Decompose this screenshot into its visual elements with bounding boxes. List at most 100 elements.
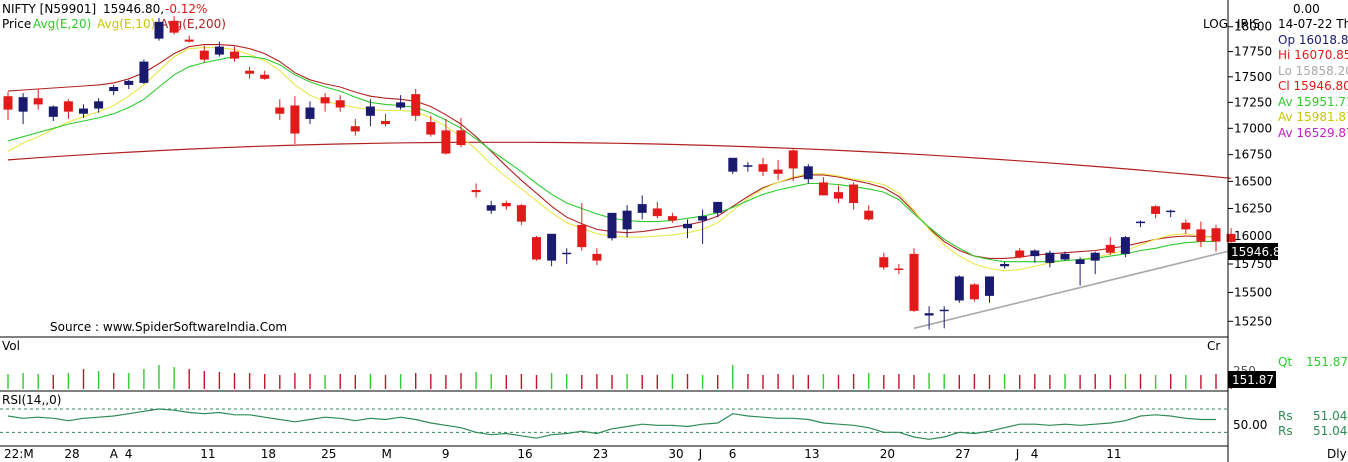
candle-body (818, 182, 828, 196)
ema200-layer (7, 141, 1232, 179)
candle-body (547, 233, 557, 261)
candle-body (1181, 222, 1191, 230)
candle-body (864, 210, 874, 220)
price-tick-label: 15250 (1234, 314, 1272, 328)
ema200-line (7, 141, 1232, 179)
candle-body (728, 157, 738, 172)
candle-body (698, 216, 708, 221)
date-tick-label: 27 (955, 447, 970, 461)
price-tick-label: 17000 (1234, 121, 1272, 135)
date-tick-label: 4 (1031, 447, 1039, 461)
candle-body (426, 122, 436, 135)
candle-body (743, 165, 753, 167)
candle-body (184, 39, 194, 42)
candle-body (230, 51, 239, 59)
info-high: Hi 16070.85 (1278, 48, 1348, 62)
log-label[interactable]: LOG (1203, 17, 1228, 31)
candle-body (63, 101, 73, 112)
symbol-label: NIFTY [N59901] (2, 2, 96, 16)
info-rs2-label: Rs (1278, 424, 1293, 438)
price-tick-label: 17750 (1234, 45, 1272, 59)
candle-body (516, 205, 526, 222)
change-percent: -0.12% (165, 2, 207, 16)
candle-body (365, 106, 375, 116)
candle-body (275, 107, 285, 114)
candle-body (1030, 250, 1040, 257)
info-close: Cl 15946.80 (1278, 79, 1348, 93)
candle-body (1105, 244, 1115, 253)
price-badge: 15946.8 (1231, 245, 1281, 259)
candle-body (169, 20, 179, 33)
candle-body (758, 164, 768, 172)
candle-body (18, 97, 28, 112)
source-label: Source : www.SpiderSoftwareIndia.Com (50, 320, 287, 334)
candle-body (773, 169, 783, 174)
candle-body (788, 150, 798, 169)
candle-body (124, 80, 134, 85)
date-tick-label: 13 (804, 447, 819, 461)
price-tick-label: 15500 (1234, 285, 1272, 299)
candle-body (924, 313, 934, 316)
info-rs1-value: 51.04 (1313, 409, 1347, 423)
trendline (913, 249, 1232, 330)
period-label[interactable]: Dly (1327, 447, 1347, 461)
date-tick-label: 9 (442, 447, 450, 461)
candle-body (637, 204, 647, 213)
info-top-value: 0.00 (1293, 2, 1320, 16)
price-tick-label: 17500 (1234, 70, 1272, 84)
price-tick-label: 18000 (1234, 20, 1272, 34)
candle-body (501, 203, 511, 207)
date-tick-label: J (698, 447, 703, 461)
vol-label: Vol (2, 339, 20, 353)
candle-body (350, 126, 360, 132)
info-avg2: Av 15981.87 (1278, 110, 1348, 124)
info-open: Op 16018.85 (1278, 33, 1348, 47)
candle-body (3, 96, 13, 110)
candle-body (1151, 206, 1161, 214)
info-qt-value: 151.87 (1306, 355, 1348, 369)
candle-body (939, 309, 949, 312)
candle-body (1211, 228, 1221, 242)
vol-badge-bg (1228, 371, 1276, 388)
info-avg3: Av 16529.87 (1278, 126, 1348, 140)
date-tick-label: 22:M (4, 447, 34, 461)
candle-body (381, 120, 390, 125)
date-tick-label: J (1015, 447, 1020, 461)
legend-ema20: Avg(E,20) (33, 17, 91, 31)
candle-body (562, 252, 572, 255)
date-tick-label: 25 (321, 447, 336, 461)
candle-body (1075, 259, 1085, 264)
candle-body (245, 70, 255, 74)
price-tick-label: 16000 (1234, 229, 1272, 243)
candle-body (411, 94, 421, 116)
date-tick-label: A (110, 447, 119, 461)
info-qt-label: Qt (1278, 355, 1292, 369)
candle-body (577, 224, 587, 248)
last-price: 15946.80, (103, 2, 164, 16)
info-avg1: Av 15951.71 (1278, 95, 1348, 109)
vol-badge: 151.87 (1232, 373, 1274, 387)
candle-body (954, 276, 964, 301)
candle-body (486, 205, 496, 211)
candle-body (335, 100, 345, 108)
legend-ema10: Avg(E,10) (97, 17, 155, 31)
volume-bars (7, 365, 1232, 389)
candle-body (667, 216, 677, 221)
price-tick-label: 16750 (1234, 148, 1272, 162)
date-tick-label: 30 (668, 447, 683, 461)
candle-body (214, 46, 224, 55)
candle-body (441, 130, 451, 154)
candle-body (79, 108, 88, 114)
price-tick-label: 15750 (1234, 257, 1272, 271)
candle-body (834, 192, 843, 199)
date-tick-label: 11 (200, 447, 215, 461)
candle-body (1090, 252, 1100, 261)
candle-body (607, 212, 617, 239)
legend-price: Price (2, 17, 31, 31)
iris-label[interactable]: IRIS (1237, 17, 1260, 31)
price-badge-bg (1228, 243, 1278, 260)
info-low: Lo 15858.20 (1278, 64, 1348, 78)
date-tick-label: 6 (729, 447, 737, 461)
candle-body (1196, 229, 1206, 242)
